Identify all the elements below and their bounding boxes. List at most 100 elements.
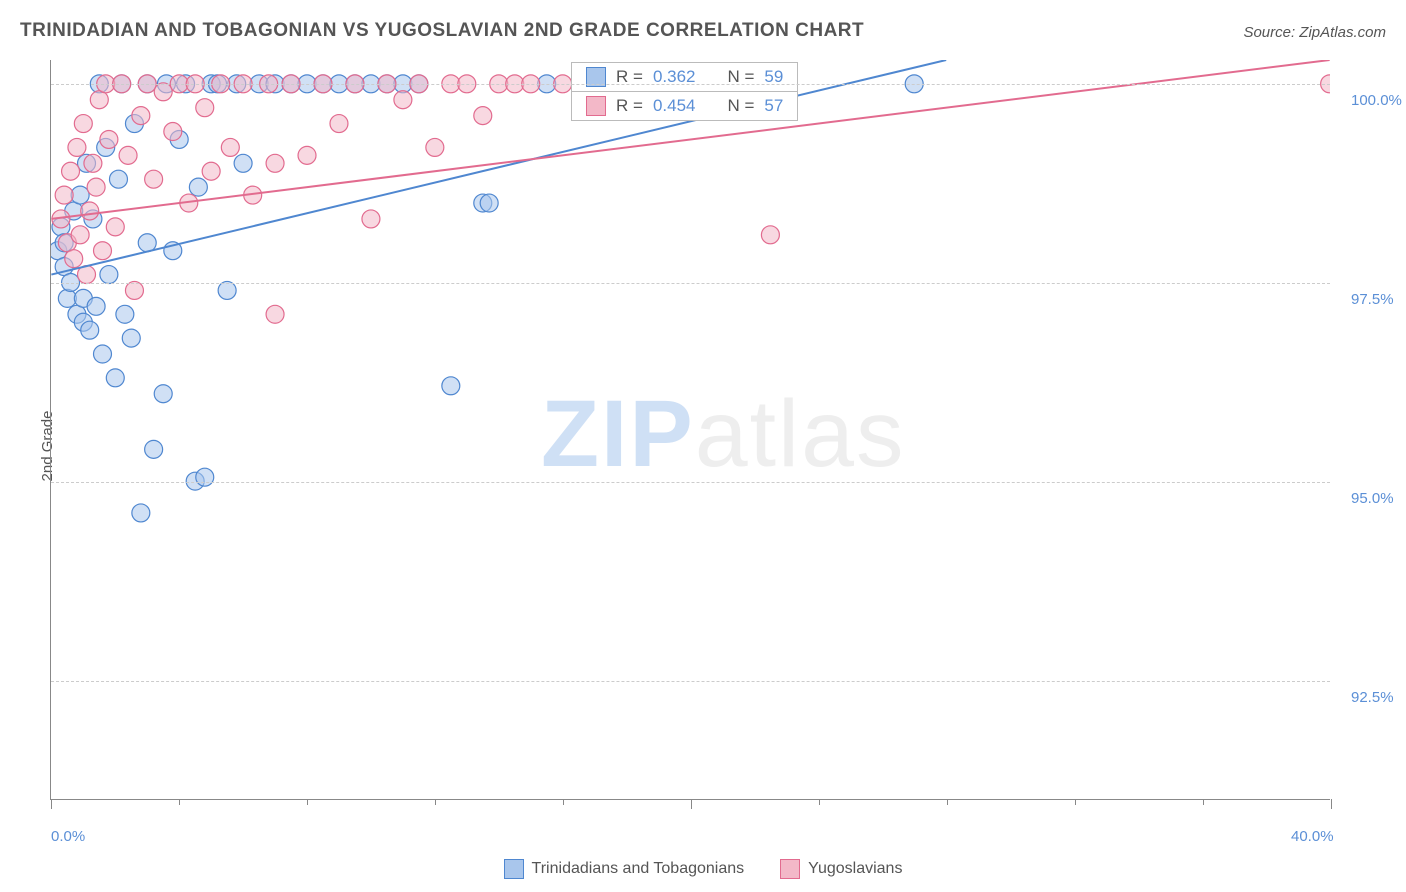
x-tick	[307, 799, 308, 805]
data-point	[94, 242, 112, 260]
trend-line	[51, 60, 946, 275]
data-point	[132, 504, 150, 522]
x-tick	[947, 799, 948, 805]
data-point	[65, 202, 83, 220]
gridline	[51, 84, 1330, 85]
x-tick-label: 0.0%	[51, 828, 85, 845]
legend-correlation-row: R = 0.454 N = 57	[572, 92, 797, 120]
legend-series-item: Yugoslavians	[780, 859, 902, 879]
data-point	[202, 162, 220, 180]
legend-correlation-row: R =0.362N =59	[572, 63, 797, 92]
legend-swatch	[586, 96, 606, 116]
data-point	[52, 210, 70, 228]
data-point	[180, 194, 198, 212]
legend-correlation: R =0.362N =59 R = 0.454 N = 57	[571, 62, 798, 121]
gridline	[51, 482, 1330, 483]
data-point	[81, 202, 99, 220]
x-tick	[691, 799, 692, 809]
data-point	[145, 170, 163, 188]
data-point	[138, 234, 156, 252]
data-point	[74, 289, 92, 307]
legend-n-label: N =	[727, 96, 754, 116]
data-point	[164, 123, 182, 141]
data-point	[87, 178, 105, 196]
data-point	[68, 305, 86, 323]
data-point	[170, 130, 188, 148]
data-point	[109, 170, 127, 188]
data-point	[116, 305, 134, 323]
watermark-atlas: atlas	[695, 381, 906, 487]
data-point	[74, 313, 92, 331]
data-point	[71, 226, 89, 244]
x-tick	[1331, 799, 1332, 809]
data-point	[55, 186, 73, 204]
watermark: ZIPatlas	[541, 380, 905, 489]
x-tick	[179, 799, 180, 805]
data-point	[87, 297, 105, 315]
data-point	[761, 226, 779, 244]
data-point	[234, 154, 252, 172]
data-point	[119, 146, 137, 164]
data-point	[94, 345, 112, 363]
data-point	[106, 218, 124, 236]
data-point	[164, 242, 182, 260]
legend-n-value: 57	[764, 96, 783, 116]
data-point	[145, 440, 163, 458]
data-point	[71, 186, 89, 204]
chart-container: TRINIDADIAN AND TOBAGONIAN VS YUGOSLAVIA…	[0, 0, 1406, 892]
data-point	[330, 115, 348, 133]
x-tick	[819, 799, 820, 805]
x-tick	[563, 799, 564, 805]
data-point	[78, 266, 96, 284]
x-tick	[51, 799, 52, 809]
chart-svg	[51, 60, 1330, 799]
data-point	[65, 250, 83, 268]
data-point	[189, 178, 207, 196]
data-point	[474, 194, 492, 212]
data-point	[474, 107, 492, 125]
data-point	[480, 194, 498, 212]
data-point	[196, 99, 214, 117]
data-point	[78, 154, 96, 172]
data-point	[362, 210, 380, 228]
y-tick-label: 95.0%	[1351, 490, 1394, 507]
data-point	[125, 281, 143, 299]
legend-series-label: Trinidadians and Tobagonians	[532, 860, 745, 878]
data-point	[394, 91, 412, 109]
data-point	[90, 91, 108, 109]
plot-area: ZIPatlas R =0.362N =59R =0.454N =57 92.5…	[50, 60, 1330, 800]
data-point	[81, 321, 99, 339]
data-point	[221, 138, 239, 156]
legend-r-value: 0.454	[653, 96, 696, 116]
source-label: Source: ZipAtlas.com	[1243, 24, 1386, 41]
legend-r-label: R =	[616, 96, 643, 116]
data-point	[122, 329, 140, 347]
data-point	[68, 138, 86, 156]
data-point	[51, 242, 67, 260]
data-point	[58, 289, 76, 307]
data-point	[218, 281, 236, 299]
data-point	[298, 146, 316, 164]
data-point	[125, 115, 143, 133]
data-point	[132, 107, 150, 125]
data-point	[106, 369, 124, 387]
x-tick	[1203, 799, 1204, 805]
x-tick	[1075, 799, 1076, 805]
data-point	[196, 468, 214, 486]
data-point	[58, 234, 76, 252]
y-tick-label: 97.5%	[1351, 291, 1394, 308]
data-point	[84, 154, 102, 172]
watermark-zip: ZIP	[541, 381, 695, 487]
data-point	[266, 305, 284, 323]
gridline	[51, 681, 1330, 682]
data-point	[266, 154, 284, 172]
legend-series: Trinidadians and Tobagonians Yugoslavians	[0, 859, 1406, 884]
y-tick-label: 92.5%	[1351, 689, 1394, 706]
data-point	[244, 186, 262, 204]
data-point	[154, 385, 172, 403]
y-tick-label: 100.0%	[1351, 92, 1402, 109]
x-tick-label: 40.0%	[1291, 828, 1334, 845]
x-tick	[435, 799, 436, 805]
data-point	[62, 162, 80, 180]
legend-series-label: Yugoslavians	[808, 860, 902, 878]
